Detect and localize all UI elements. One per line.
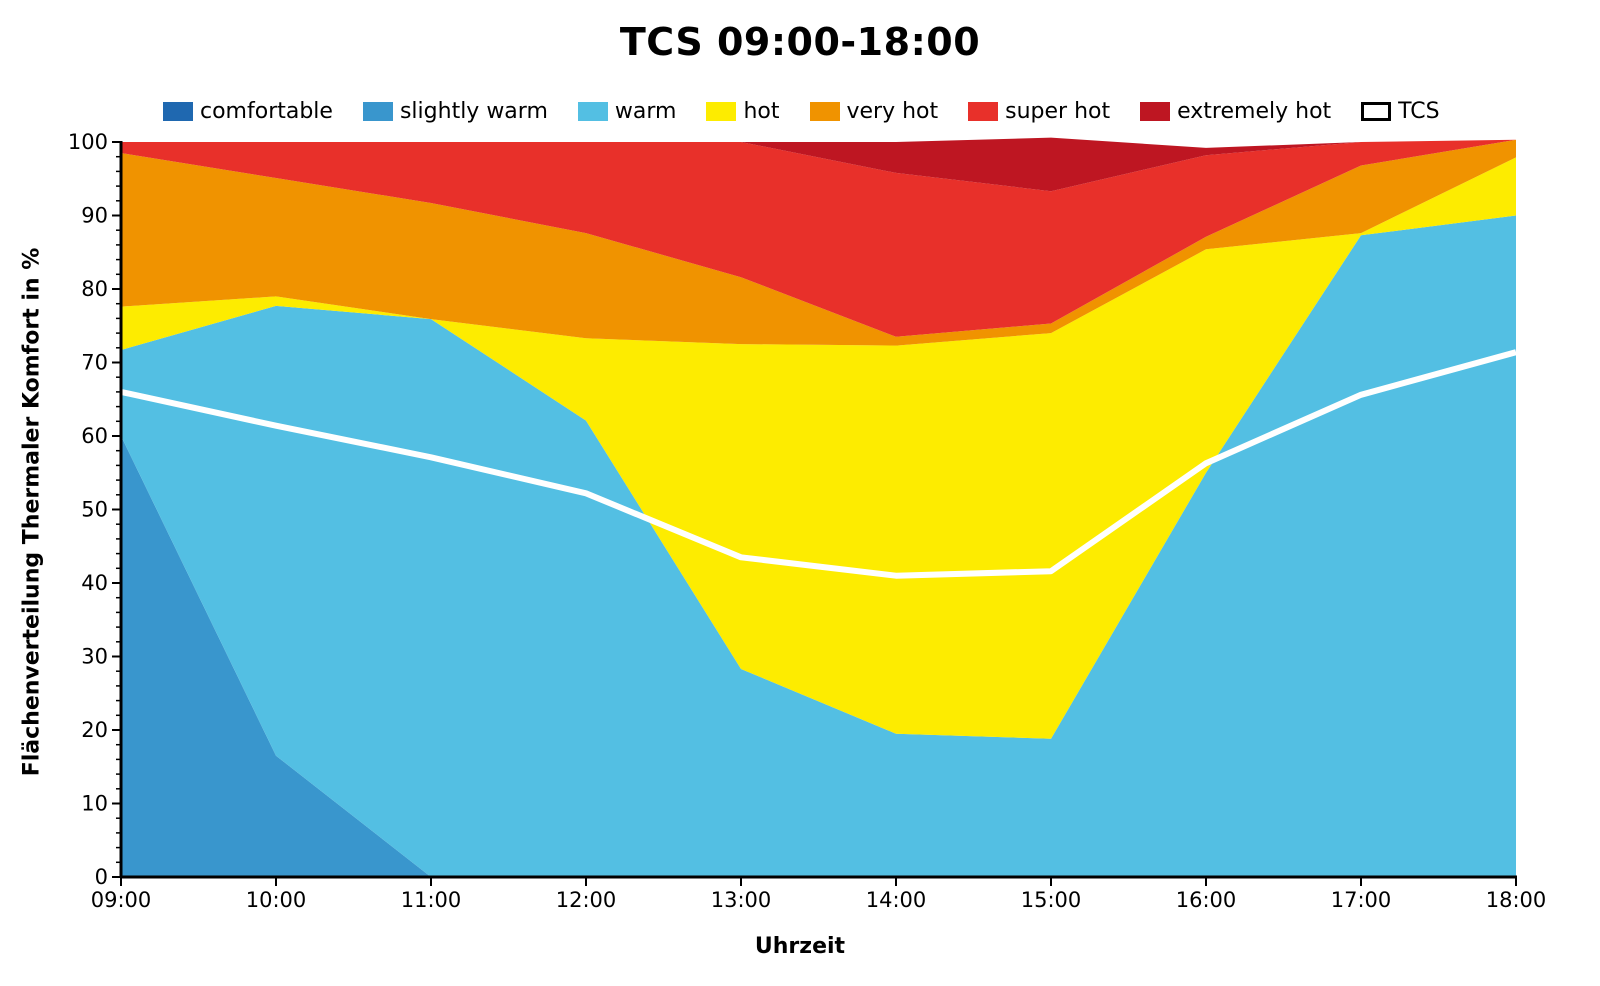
legend-swatch-tcs	[1361, 101, 1392, 121]
x-tick-label: 16:00	[1176, 888, 1237, 912]
legend-swatch	[577, 101, 608, 121]
area-super-hot	[121, 139, 1516, 337]
legend-item-very-hot: very hot	[809, 98, 939, 124]
x-tick-label: 10:00	[246, 888, 307, 912]
x-axis-ticks: 09:00 10:00 11:00 12:00 13:00 14:00 15:00 16:00…	[91, 877, 1547, 912]
x-tick-label: 12:00	[556, 888, 617, 912]
y-tick-label: 50	[81, 498, 108, 522]
area-slightly-warm	[121, 436, 1516, 877]
y-tick-label: 0	[95, 865, 108, 889]
legend-item-warm: warm	[577, 98, 677, 124]
area-very-hot	[121, 139, 1516, 346]
chart-title: TCS 09:00-18:00	[619, 20, 981, 64]
area-extremely-hot	[121, 137, 1516, 192]
y-tick-label: 100	[68, 130, 108, 154]
legend-label: very hot	[846, 98, 939, 124]
y-tick-label: 10	[81, 792, 108, 816]
legend-label: super hot	[1005, 98, 1111, 124]
legend-swatch	[809, 101, 840, 121]
legend-item-super-hot: super hot	[968, 99, 1110, 124]
tcs-line	[120, 349, 1517, 579]
y-tick-label: 70	[81, 351, 108, 375]
legend-swatch	[163, 101, 193, 121]
legend-item-extremely-hot: extremely hot	[1140, 99, 1331, 124]
legend: comfortable slightly warm warm hot very …	[163, 96, 1440, 126]
x-tick-label: 11:00	[401, 888, 462, 912]
x-tick-label: 13:00	[711, 888, 772, 912]
area-warm	[121, 215, 1516, 877]
legend-label: warm	[614, 98, 677, 124]
legend-item-slightly-warm: slightly warm	[362, 98, 548, 124]
area-layers	[121, 137, 1516, 877]
x-tick-label: 17:00	[1331, 888, 1392, 912]
legend-label: hot	[743, 98, 780, 124]
legend-label: TCS	[1398, 98, 1440, 124]
x-tick-label: 14:00	[866, 888, 927, 912]
x-tick-label: 09:00	[91, 888, 152, 912]
y-tick-label: 20	[81, 718, 108, 742]
legend-label: extremely hot	[1177, 98, 1332, 124]
legend-swatch	[1140, 101, 1171, 121]
legend-swatch	[706, 101, 737, 121]
legend-item-tcs: TCS	[1361, 98, 1440, 124]
legend-label: slightly warm	[399, 98, 548, 124]
x-tick-label: 18:00	[1486, 888, 1547, 912]
y-axis-ticks: 0 10 20 30 40 50 60 70 80 90 100	[68, 130, 121, 889]
y-tick-label: 80	[81, 277, 108, 301]
tcs-line-layer	[120, 349, 1517, 579]
area-hot	[121, 157, 1516, 739]
legend-item-comfortable: comfortable	[163, 99, 333, 124]
legend-swatch	[968, 101, 999, 121]
x-axis-label: Uhrzeit	[754, 934, 846, 959]
x-tick-label: 15:00	[1021, 888, 1082, 912]
y-tick-label: 30	[81, 645, 108, 669]
y-tick-label: 60	[81, 424, 108, 448]
legend-label: comfortable	[200, 98, 333, 124]
y-tick-label: 90	[81, 204, 108, 228]
y-axis-label: Flächenverteilung Thermaler Komfort in %	[19, 247, 45, 777]
legend-swatch	[362, 101, 393, 121]
y-tick-label: 40	[81, 571, 108, 595]
legend-item-hot: hot	[706, 98, 780, 124]
